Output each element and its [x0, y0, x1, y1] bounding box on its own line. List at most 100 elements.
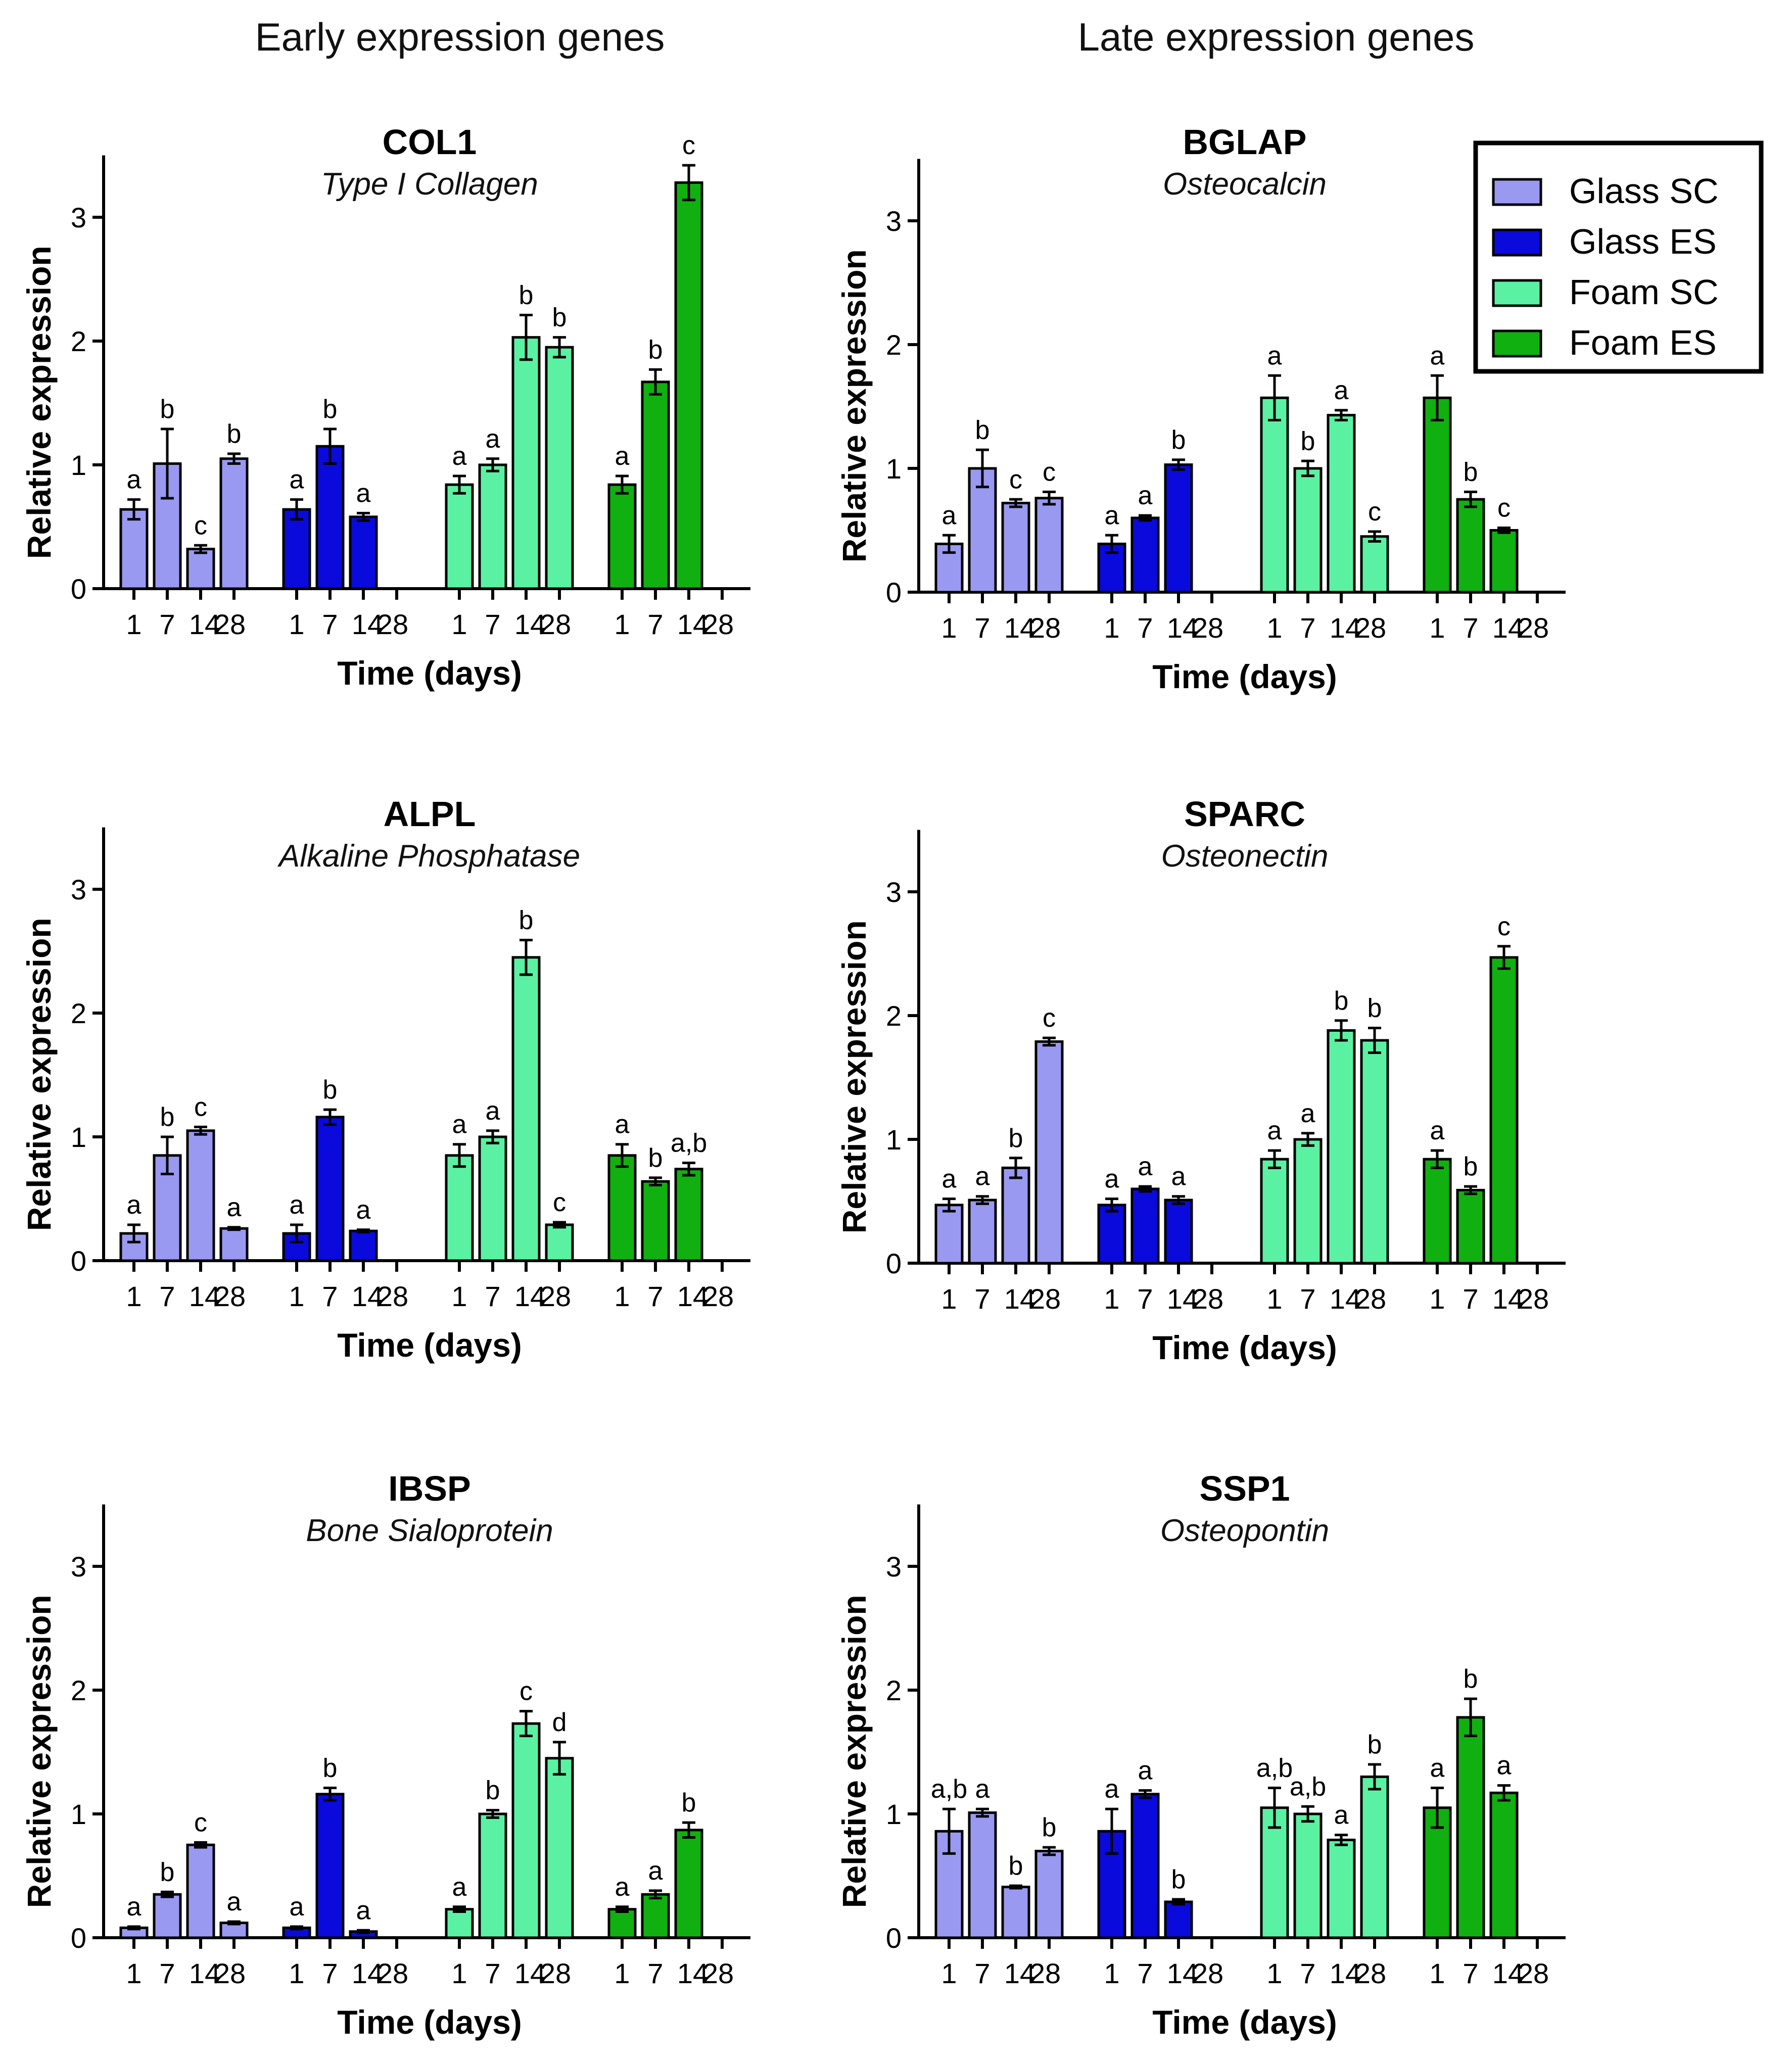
column-title-early: Early expression genes: [255, 15, 665, 59]
x-tick-label: 28: [702, 608, 734, 640]
significance-label: c: [682, 131, 695, 160]
significance-label: b: [1301, 426, 1315, 456]
x-tick-label: 14: [1330, 1283, 1361, 1315]
y-axis-title: Relative expression: [20, 246, 58, 559]
significance-label: a: [1267, 341, 1282, 370]
x-tick-label: 7: [159, 1280, 175, 1312]
significance-label: a: [452, 1873, 467, 1902]
bar: [445, 1154, 474, 1262]
y-tick-label: 2: [71, 1674, 86, 1706]
significance-label: c: [194, 1092, 207, 1122]
x-axis-title: Time (days): [337, 2003, 522, 2041]
chart-title: SSP1: [1200, 1469, 1290, 1508]
x-tick-label: 14: [352, 1280, 383, 1312]
significance-label: c: [1043, 458, 1056, 487]
x-tick-label: 14: [1330, 612, 1361, 644]
x-tick-label: 28: [1355, 612, 1386, 644]
significance-label: a: [356, 1896, 371, 1925]
chart-title: ALPL: [384, 794, 476, 834]
y-tick-label: 2: [886, 1000, 902, 1032]
chart-subtitle: Bone Sialoprotein: [306, 1513, 553, 1548]
bar: [478, 1812, 507, 1939]
significance-label: a: [1430, 341, 1445, 370]
bar: [186, 548, 215, 590]
significance-label: b: [519, 905, 534, 935]
y-tick-label: 1: [886, 1124, 902, 1156]
bar: [1360, 1776, 1389, 1939]
x-tick-label: 28: [1029, 612, 1061, 644]
bar: [1489, 956, 1519, 1265]
chart-col1: COL1 Type I Collagen 0 1 2 3 Relative expressi…: [20, 122, 750, 692]
significance-label: a: [452, 1110, 467, 1139]
x-tick-label: 1: [126, 1280, 142, 1312]
x-tick-label: 7: [647, 608, 663, 640]
significance-label: a: [648, 1856, 663, 1886]
y-axis-title: Relative expression: [20, 1595, 58, 1908]
significance-label: a: [1497, 1751, 1512, 1781]
x-tick-label: 1: [941, 612, 957, 644]
y-axis-title: Relative expression: [835, 1595, 873, 1908]
bar: [1489, 1791, 1519, 1939]
legend-swatch: [1492, 279, 1542, 307]
chart-subtitle: Alkaline Phosphatase: [277, 839, 580, 874]
significance-label: a: [1267, 1116, 1282, 1145]
significance-label: b: [486, 1776, 500, 1805]
significance-label: b: [648, 335, 663, 364]
x-tick-label: 7: [1137, 1283, 1153, 1315]
x-tick-label: 14: [514, 1957, 546, 1989]
bar: [478, 1135, 507, 1262]
significance-label: a,b: [1290, 1772, 1326, 1801]
significance-label: b: [1171, 425, 1186, 455]
x-tick-label: 1: [941, 1957, 957, 1989]
x-tick-label: 7: [1137, 1957, 1153, 1989]
significance-label: b: [160, 395, 175, 424]
bar: [1360, 1039, 1389, 1265]
significance-label: b: [1009, 1851, 1023, 1881]
bar: [1164, 1900, 1193, 1939]
bar: [607, 1154, 637, 1262]
significance-label: a: [1430, 1116, 1445, 1145]
x-tick-label: 7: [485, 1957, 500, 1989]
charts: COL1 Type I Collagen 0 1 2 3 Relative expressi…: [20, 122, 1566, 2041]
bar: [511, 956, 541, 1262]
significance-label: a: [356, 479, 371, 508]
chart-bglap: BGLAP Osteocalcin 0 1 2 3 Relative expression T…: [835, 122, 1566, 695]
x-tick-label: 28: [214, 1957, 246, 1989]
significance-label: c: [1497, 912, 1511, 941]
x-tick-label: 14: [1330, 1957, 1361, 1989]
x-tick-label: 7: [1300, 1283, 1315, 1315]
bar: [1130, 1187, 1160, 1265]
significance-label: a: [127, 465, 142, 495]
bar: [1293, 467, 1323, 594]
significance-label: a: [486, 424, 500, 454]
bar: [153, 1893, 182, 1939]
significance-label: a: [127, 1190, 142, 1220]
bar: [674, 1168, 703, 1262]
bar: [1327, 1029, 1356, 1265]
significance-label: b: [160, 1857, 175, 1887]
x-tick-label: 1: [1429, 1957, 1445, 1989]
bar: [968, 1199, 997, 1265]
significance-label: a: [1138, 481, 1153, 510]
significance-label: a: [615, 1110, 630, 1139]
y-tick-label: 3: [886, 205, 902, 237]
x-tick-label: 1: [451, 1957, 467, 1989]
significance-label: b: [1171, 1865, 1186, 1894]
significance-label: c: [1009, 465, 1022, 494]
significance-label: a: [1334, 376, 1349, 405]
x-tick-label: 14: [352, 1957, 383, 1989]
significance-label: a: [452, 442, 467, 471]
chart-title: BGLAP: [1183, 122, 1307, 162]
bar: [315, 445, 345, 590]
bar: [1456, 1716, 1485, 1939]
bar: [445, 483, 474, 590]
x-axis-title: Time (days): [337, 654, 522, 692]
x-tick-label: 7: [322, 1280, 338, 1312]
x-tick-label: 7: [485, 1280, 500, 1312]
bar: [545, 1757, 574, 1939]
bar: [1001, 1166, 1030, 1265]
x-tick-label: 1: [614, 1280, 630, 1312]
legend: Glass SC Glass ES Foam SC Foam ES: [1473, 140, 1764, 374]
x-tick-label: 28: [1355, 1283, 1386, 1315]
